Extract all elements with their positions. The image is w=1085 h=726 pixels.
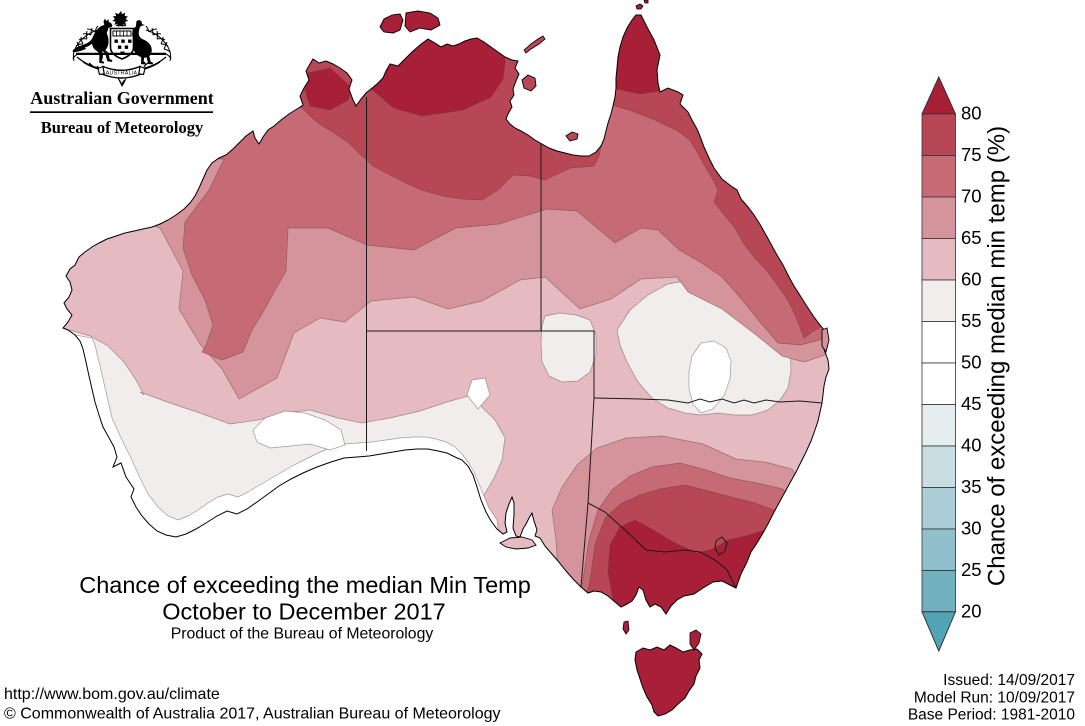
svg-text:http://www.bom.gov.au/climate: http://www.bom.gov.au/climate — [4, 686, 220, 703]
svg-text:30: 30 — [961, 518, 982, 539]
svg-text:55: 55 — [961, 310, 982, 331]
svg-text:45: 45 — [961, 393, 982, 414]
svg-text:60: 60 — [961, 269, 982, 290]
svg-text:Issued: 14/09/2017: Issued: 14/09/2017 — [943, 672, 1075, 689]
svg-text:20: 20 — [961, 601, 982, 622]
svg-text:Bureau of Meteorology: Bureau of Meteorology — [41, 118, 204, 137]
svg-text:Chance of exceeding median min: Chance of exceeding median min temp (%) — [984, 126, 1011, 586]
svg-text:25: 25 — [961, 559, 982, 580]
svg-text:Australian Government: Australian Government — [30, 88, 214, 108]
svg-text:35: 35 — [961, 476, 982, 497]
svg-text:80: 80 — [961, 103, 982, 124]
svg-text:75: 75 — [961, 144, 982, 165]
svg-text:70: 70 — [961, 186, 982, 207]
svg-text:50: 50 — [961, 352, 982, 373]
svg-text:65: 65 — [961, 227, 982, 248]
svg-text:40: 40 — [961, 435, 982, 456]
svg-text:Product of the Bureau of Meteo: Product of the Bureau of Meteorology — [171, 626, 434, 643]
svg-text:Model Run: 10/09/2017: Model Run: 10/09/2017 — [914, 690, 1075, 707]
svg-text:October to December 2017: October to December 2017 — [162, 599, 445, 625]
svg-text:Base Period: 1981-2010: Base Period: 1981-2010 — [908, 707, 1076, 724]
svg-text:© Commonwealth of Australia 20: © Commonwealth of Australia 2017, Austra… — [4, 706, 501, 723]
svg-text:AUSTRALIA: AUSTRALIA — [106, 71, 138, 77]
svg-text:Chance of exceeding the median: Chance of exceeding the median Min Temp — [79, 572, 531, 598]
